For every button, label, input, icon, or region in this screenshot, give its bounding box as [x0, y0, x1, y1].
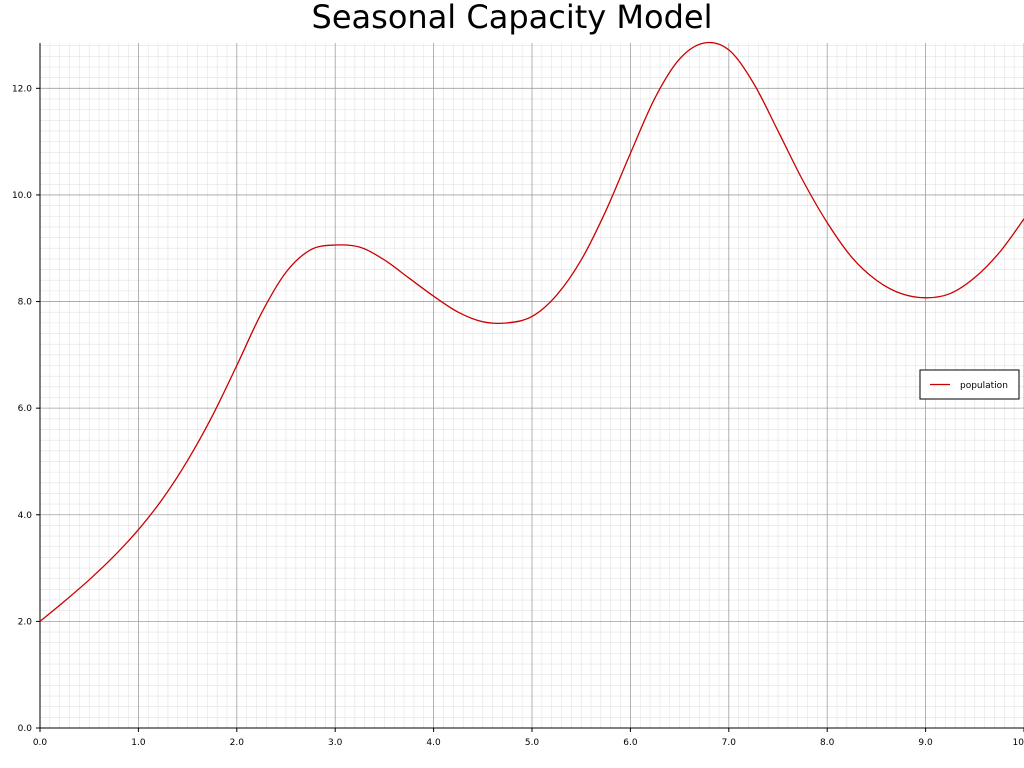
- x-tick-label: 0.0: [33, 738, 48, 748]
- y-tick-label: 2.0: [18, 617, 33, 627]
- axes: [36, 43, 1024, 732]
- x-tick-label: 10: [1013, 738, 1024, 748]
- x-tick-label: 6.0: [623, 738, 638, 748]
- series-line-population: [39, 41, 1024, 622]
- x-tick-label: 4.0: [426, 738, 441, 748]
- chart-title: Seasonal Capacity Model: [311, 0, 713, 36]
- major-grid: [40, 43, 1024, 728]
- x-tick-label: 1.0: [131, 738, 146, 748]
- legend-label: population: [960, 381, 1008, 391]
- legend: population: [919, 369, 1020, 400]
- x-tick-label: 7.0: [722, 738, 737, 748]
- y-tick-label: 8.0: [18, 298, 33, 308]
- y-tick-label: 4.0: [18, 511, 33, 521]
- y-tick-label: 12.0: [12, 84, 32, 94]
- y-tick-label: 0.0: [18, 724, 33, 734]
- series-layer: [39, 41, 1024, 622]
- x-tick-label: 3.0: [328, 738, 343, 748]
- y-tick-label: 6.0: [18, 404, 33, 414]
- x-tick-label: 8.0: [820, 738, 835, 748]
- tick-labels: 0.0 1.0 2.0 3.0 4.0 5.0 6.0 7.0 8.0 9.0 10 0.0 2.0 4.…: [12, 84, 1024, 748]
- x-tick-label: 2.0: [230, 738, 245, 748]
- x-tick-label: 9.0: [918, 738, 933, 748]
- x-tick-label: 5.0: [525, 738, 540, 748]
- y-tick-label: 10.0: [12, 191, 32, 201]
